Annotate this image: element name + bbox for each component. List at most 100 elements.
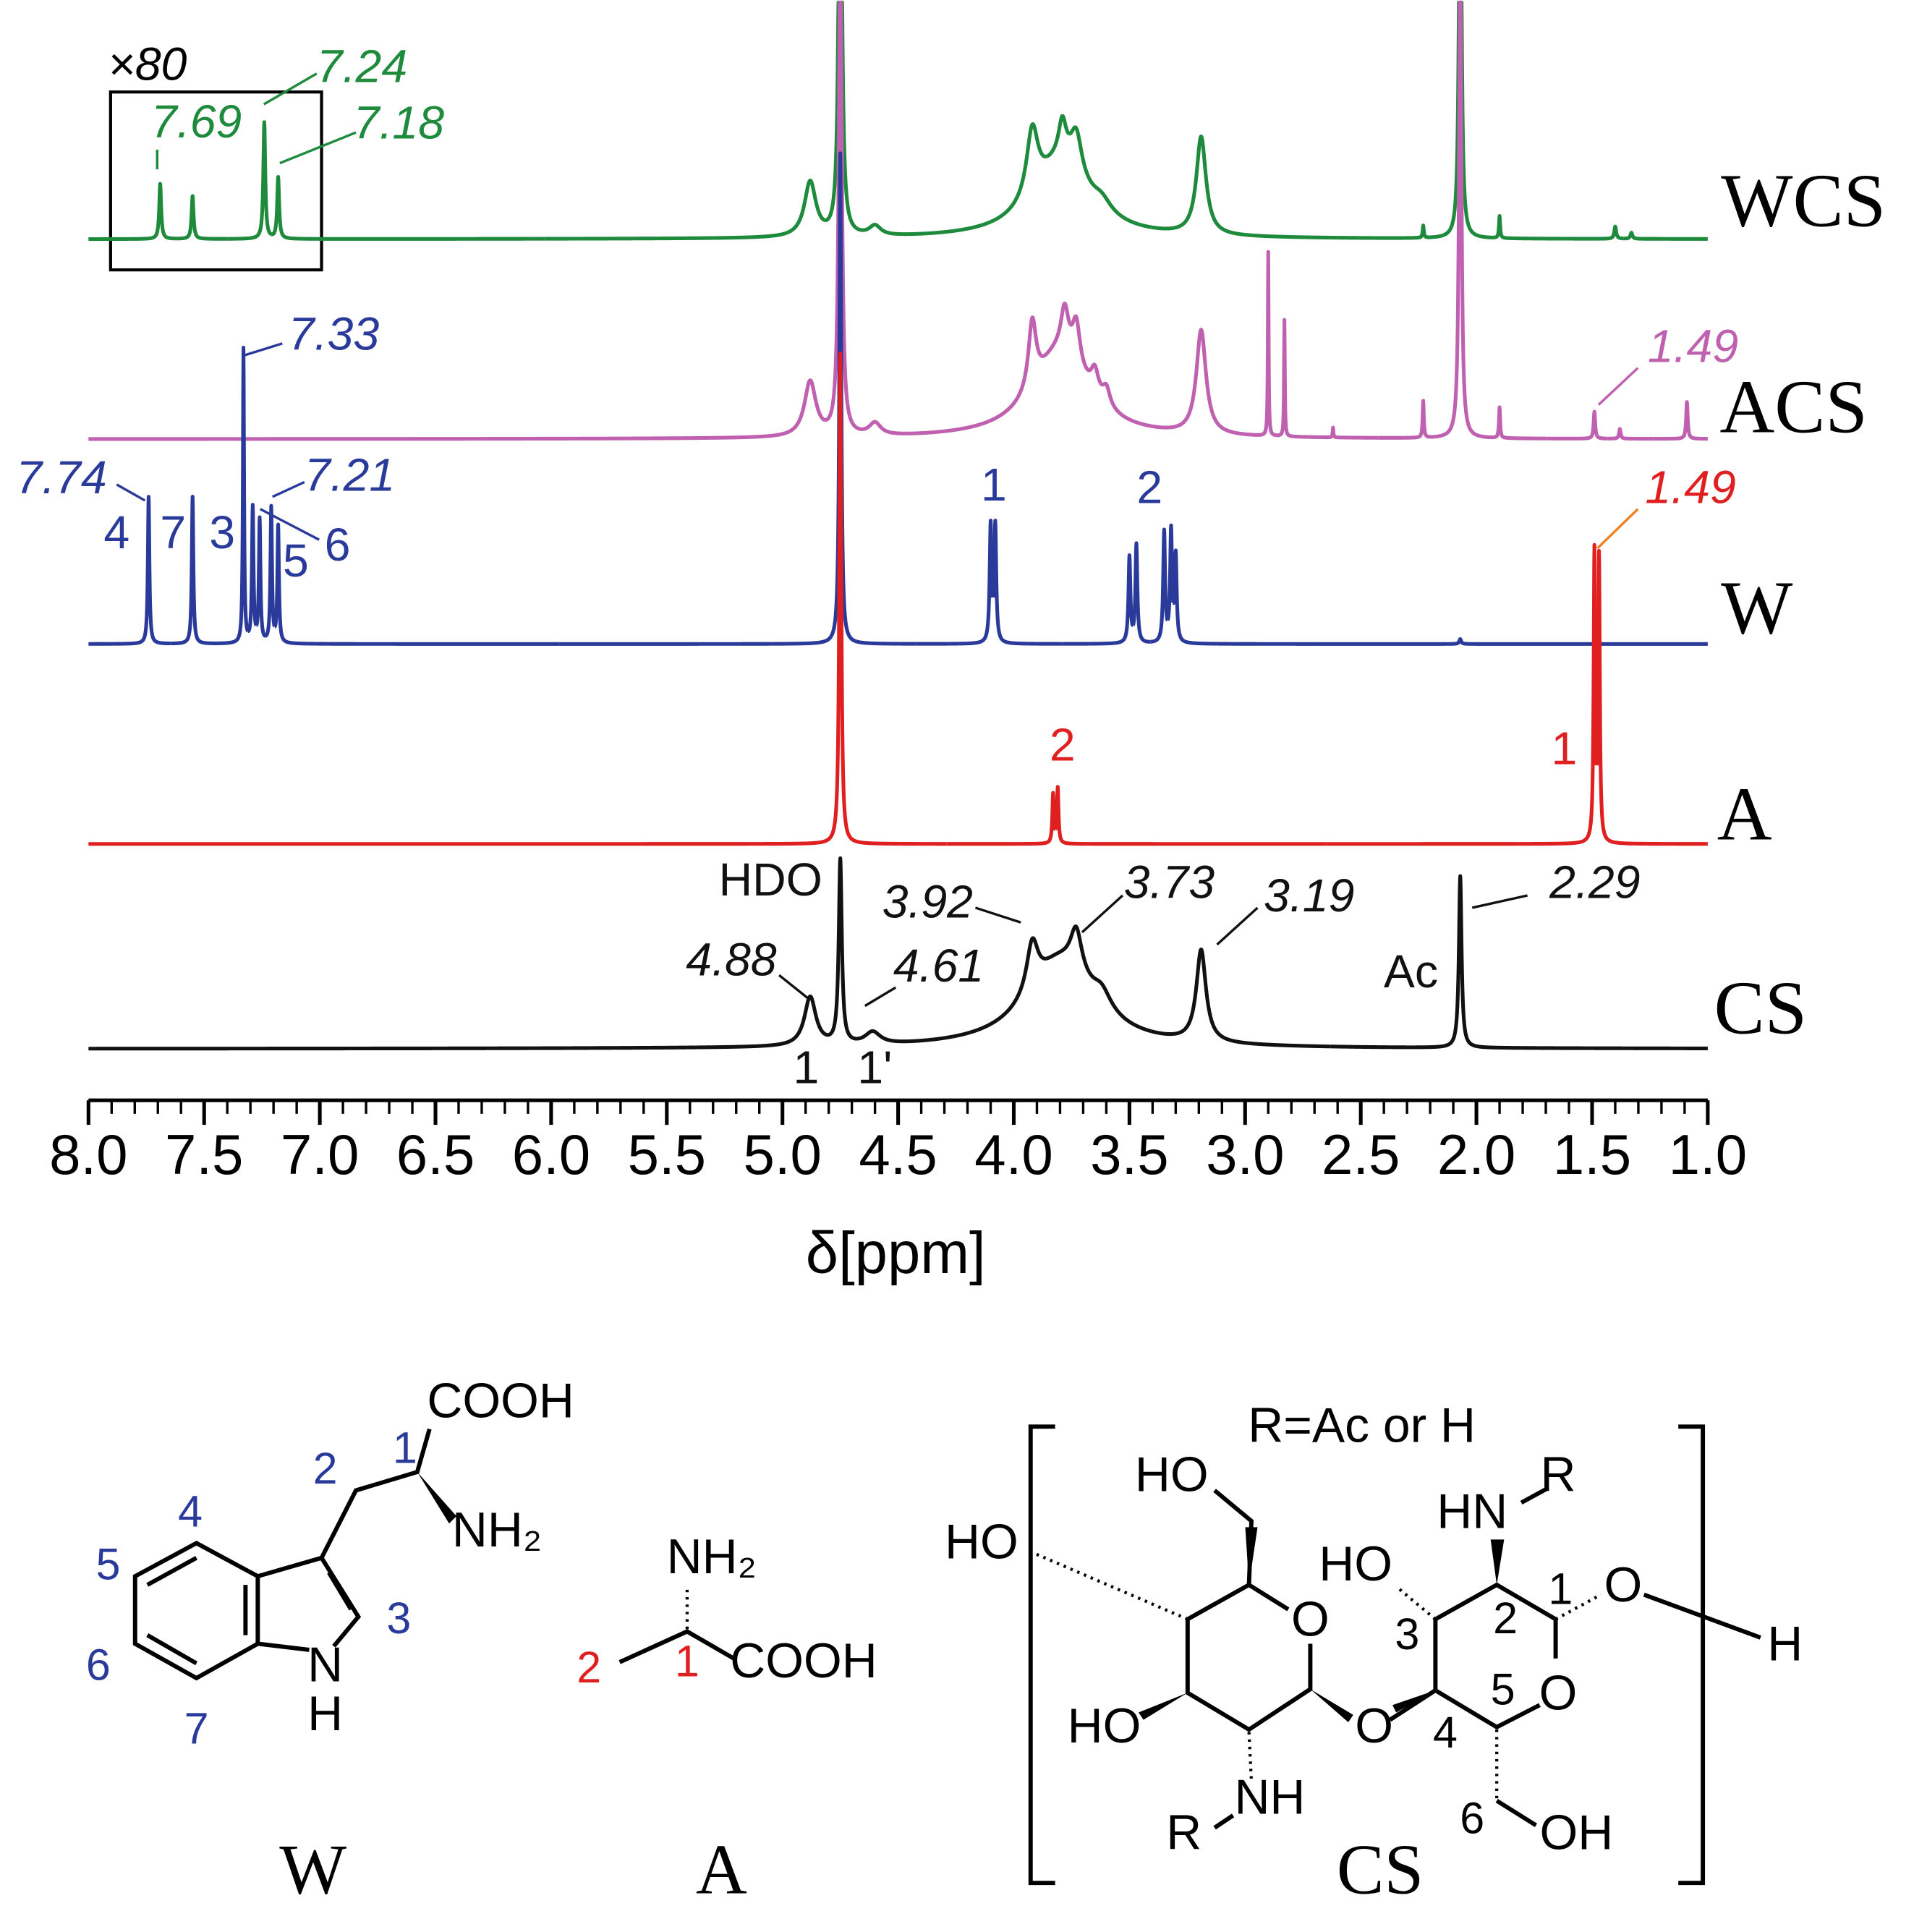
structure-w: COOH NH₂ N H 1 2 3 4 5 6 7 W [86,1374,574,1910]
struct-text: O [1355,1699,1393,1753]
spectrum-peak [273,522,561,646]
spectrum-peak [1066,924,1091,974]
struct-text: R [1540,1447,1575,1502]
spectrum-peak [1594,548,1710,846]
spectrum-peak [856,420,956,435]
structure-a: NH₂ COOH 1 2 A [577,1530,877,1909]
spectrum-peak [1045,117,1063,158]
spectrum-peak [1478,214,1560,241]
x-tick-label: 5.0 [743,1123,821,1186]
spectrum-peak [1152,328,1237,435]
atom-number: 1 [393,1423,417,1472]
spectrum-peak [1478,405,1549,441]
x-tick-label: 6.0 [512,1123,590,1186]
x-tick-label: 7.5 [165,1123,243,1186]
peak-label: 7.18 [354,97,445,149]
spectrum-peak [1084,362,1102,385]
atom-number: 3 [1395,1609,1419,1659]
struct-text: OH [1540,1806,1614,1860]
spectrum-peak [1060,553,1135,646]
peak-label: 7.24 [317,41,407,93]
struct-text: COOH [427,1374,574,1429]
spectrum-peak [1149,948,1332,1049]
leader-line [271,480,305,498]
peak-label: HDO [719,854,822,906]
spectrum-peak [1087,970,1154,1034]
struct-text: H [1767,1617,1803,1671]
spectrum-peak [952,122,1048,233]
x-tick-label: 4.0 [974,1123,1052,1186]
peak-label: 4.88 [686,933,777,985]
spectrum-peak [1307,425,1380,440]
leader-line [263,72,318,106]
spectrum-peak [226,120,273,241]
spectrum-peak [856,222,956,237]
atom-number: 3 [386,1593,411,1643]
x-tick-label: 7.0 [281,1123,359,1186]
spectrum-peak [1148,527,1170,644]
spectrum-peak [991,519,1064,646]
peak-label: 4 [103,506,129,558]
peak-label: ×80 [108,38,187,90]
struct-note: R=Ac or H [1248,1399,1476,1453]
series-label: CS [1714,965,1808,1050]
spectrum-peak [557,151,917,646]
spectrum-peak [1087,176,1154,229]
peak-label: 5 [283,535,309,587]
spectrum-peak [1651,400,1710,441]
peak-label: 7.74 [16,451,106,503]
peak-label: Ac [1384,945,1438,997]
spectrum-peak [263,503,276,638]
struct-text: N [307,1638,343,1692]
atom-number: 5 [95,1539,120,1588]
x-tick-label: 2.0 [1437,1123,1515,1186]
spectrum-peak [854,1029,954,1044]
spectrum-peak [1045,942,1070,961]
spectrum-peak [1060,302,1073,326]
series-label: ACS [1719,364,1868,448]
spectrum-peak [1439,0,1482,438]
leader-line [116,483,146,502]
spectrum-peak [174,194,231,241]
spectrum-peak [1376,399,1444,440]
spectrum-peak [1324,542,1599,846]
atom-number: 6 [86,1641,111,1690]
peak-label: 3.92 [882,876,973,928]
spectrum-peak [914,519,995,646]
atom-number: 5 [1491,1664,1515,1714]
spectrum-peak [1233,250,1278,438]
spectrum-peak [87,378,828,441]
atom-number: 6 [1460,1793,1484,1842]
leader-line [1471,894,1528,909]
leader-line [1597,367,1639,406]
spectrum-peak [1316,637,1710,646]
spectrum-peak [1068,125,1091,179]
struct-text: NH₂ [667,1530,757,1584]
x-axis-label: δ[ppm] [806,1220,986,1286]
peak-label: 1.49 [1645,461,1735,513]
spectrum-peak [1310,224,1444,240]
peak-label: 3 [209,506,235,558]
x-tick-label: 6.5 [396,1123,475,1186]
spectrum-peak [254,515,268,638]
x-tick-label: 2.5 [1322,1123,1400,1186]
spectrum-peak [950,936,1048,1039]
spectrum-peak [87,182,179,242]
spectrum-peak [823,856,859,1041]
struct-text: COOH [730,1634,877,1688]
spectrum-peak [87,495,173,646]
peak-label: 3.73 [1124,856,1215,908]
x-tick-label: 1.5 [1553,1123,1631,1186]
leader-line [974,906,1021,924]
structure-label: A [696,1830,747,1909]
structure-label: CS [1337,1830,1424,1909]
x-tick-label: 5.5 [628,1123,706,1186]
spectrum-peak [169,494,220,646]
peak-label: 2.29 [1549,856,1640,908]
leader-line [259,508,320,541]
leader-line [242,342,283,357]
spectrum-peak [1555,224,1625,241]
spectrum-peak [1329,874,1710,1050]
leader-line [778,974,811,1001]
